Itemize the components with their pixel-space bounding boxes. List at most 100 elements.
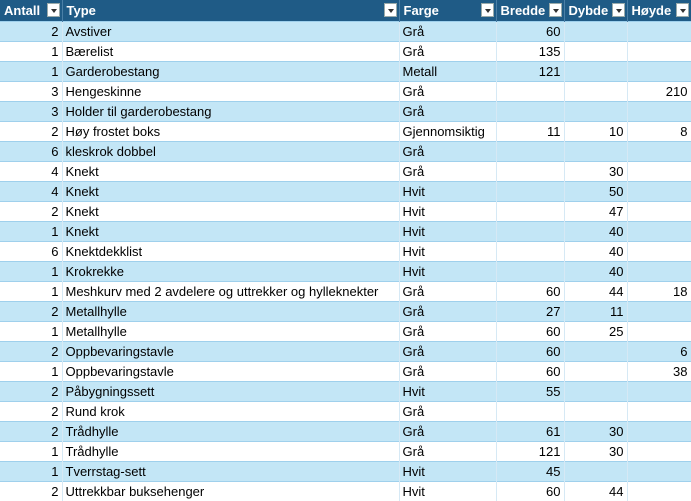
table-cell: 1 — [0, 262, 62, 282]
column-title: Antall — [4, 3, 40, 18]
table-cell: Oppbevaringstavle — [62, 342, 399, 362]
table-cell: 47 — [564, 202, 627, 222]
table-cell: 11 — [564, 302, 627, 322]
table-cell: 30 — [564, 162, 627, 182]
table-cell — [564, 362, 627, 382]
table-cell — [627, 202, 691, 222]
table-cell — [627, 402, 691, 422]
filter-button[interactable] — [676, 3, 689, 17]
table-cell — [496, 182, 564, 202]
table-cell: 3 — [0, 102, 62, 122]
table-cell — [627, 142, 691, 162]
table-cell — [627, 42, 691, 62]
table-cell — [496, 262, 564, 282]
table-cell — [496, 222, 564, 242]
table-cell — [564, 62, 627, 82]
table-cell — [627, 162, 691, 182]
table-cell: 30 — [564, 422, 627, 442]
filter-button[interactable] — [549, 3, 562, 17]
table-cell — [564, 462, 627, 482]
table-cell: Metallhylle — [62, 302, 399, 322]
table-cell: 2 — [0, 122, 62, 142]
column-title: Høyde — [632, 3, 672, 18]
table-cell: Grå — [399, 322, 496, 342]
table-cell: Trådhylle — [62, 422, 399, 442]
table-cell: Avstiver — [62, 22, 399, 42]
table-cell: Grå — [399, 282, 496, 302]
table-cell: 10 — [564, 122, 627, 142]
column-title: Type — [67, 3, 96, 18]
table-cell — [627, 242, 691, 262]
table-cell: 60 — [496, 482, 564, 501]
table-cell: Hvit — [399, 182, 496, 202]
table-cell — [627, 482, 691, 501]
table-cell — [627, 442, 691, 462]
table-cell: 45 — [496, 462, 564, 482]
table-cell: 1 — [0, 42, 62, 62]
filter-button[interactable] — [481, 3, 494, 17]
table-cell: kleskrok dobbel — [62, 142, 399, 162]
table-cell: Rund krok — [62, 402, 399, 422]
table-cell: 2 — [0, 382, 62, 402]
table-cell: 2 — [0, 302, 62, 322]
table-cell: Trådhylle — [62, 442, 399, 462]
table-cell: 1 — [0, 282, 62, 302]
table-cell: Oppbevaringstavle — [62, 362, 399, 382]
table-cell: 8 — [627, 122, 691, 142]
filter-button[interactable] — [47, 3, 60, 17]
table-cell: Garderobestang — [62, 62, 399, 82]
table-cell: 11 — [496, 122, 564, 142]
table-cell: Knekt — [62, 202, 399, 222]
table-cell: Metall — [399, 62, 496, 82]
table-cell: 27 — [496, 302, 564, 322]
table-cell: 1 — [0, 362, 62, 382]
table-cell: 25 — [564, 322, 627, 342]
table-cell: 40 — [564, 262, 627, 282]
column-title: Dybde — [569, 3, 609, 18]
table-cell — [564, 342, 627, 362]
header-row: Antall Type Farge Bredde Dybde Høyde — [0, 0, 691, 22]
table-cell: Grå — [399, 42, 496, 62]
column-title: Farge — [404, 3, 439, 18]
table-cell — [627, 302, 691, 322]
column-header: Type — [62, 0, 399, 22]
table-cell: 6 — [0, 242, 62, 262]
table-cell: Høy frostet boks — [62, 122, 399, 142]
table-cell: Tverrstag-sett — [62, 462, 399, 482]
table-cell: 38 — [627, 362, 691, 382]
table-cell: Metallhylle — [62, 322, 399, 342]
table-cell — [564, 402, 627, 422]
table-cell — [496, 402, 564, 422]
filter-button[interactable] — [384, 3, 397, 17]
table-cell: 6 — [627, 342, 691, 362]
table-cell: 61 — [496, 422, 564, 442]
table-cell: Meshkurv med 2 avdelere og uttrekker og … — [62, 282, 399, 302]
table-cell — [627, 422, 691, 442]
table-cell: Bærelist — [62, 42, 399, 62]
table-cell: Grå — [399, 362, 496, 382]
table-cell: Grå — [399, 402, 496, 422]
filter-button[interactable] — [612, 3, 625, 17]
table-cell: Hvit — [399, 382, 496, 402]
table-cell: 60 — [496, 22, 564, 42]
table-cell: 55 — [496, 382, 564, 402]
table-cell: 40 — [564, 222, 627, 242]
column-header: Bredde — [496, 0, 564, 22]
table-cell — [564, 102, 627, 122]
table-cell: 40 — [564, 242, 627, 262]
